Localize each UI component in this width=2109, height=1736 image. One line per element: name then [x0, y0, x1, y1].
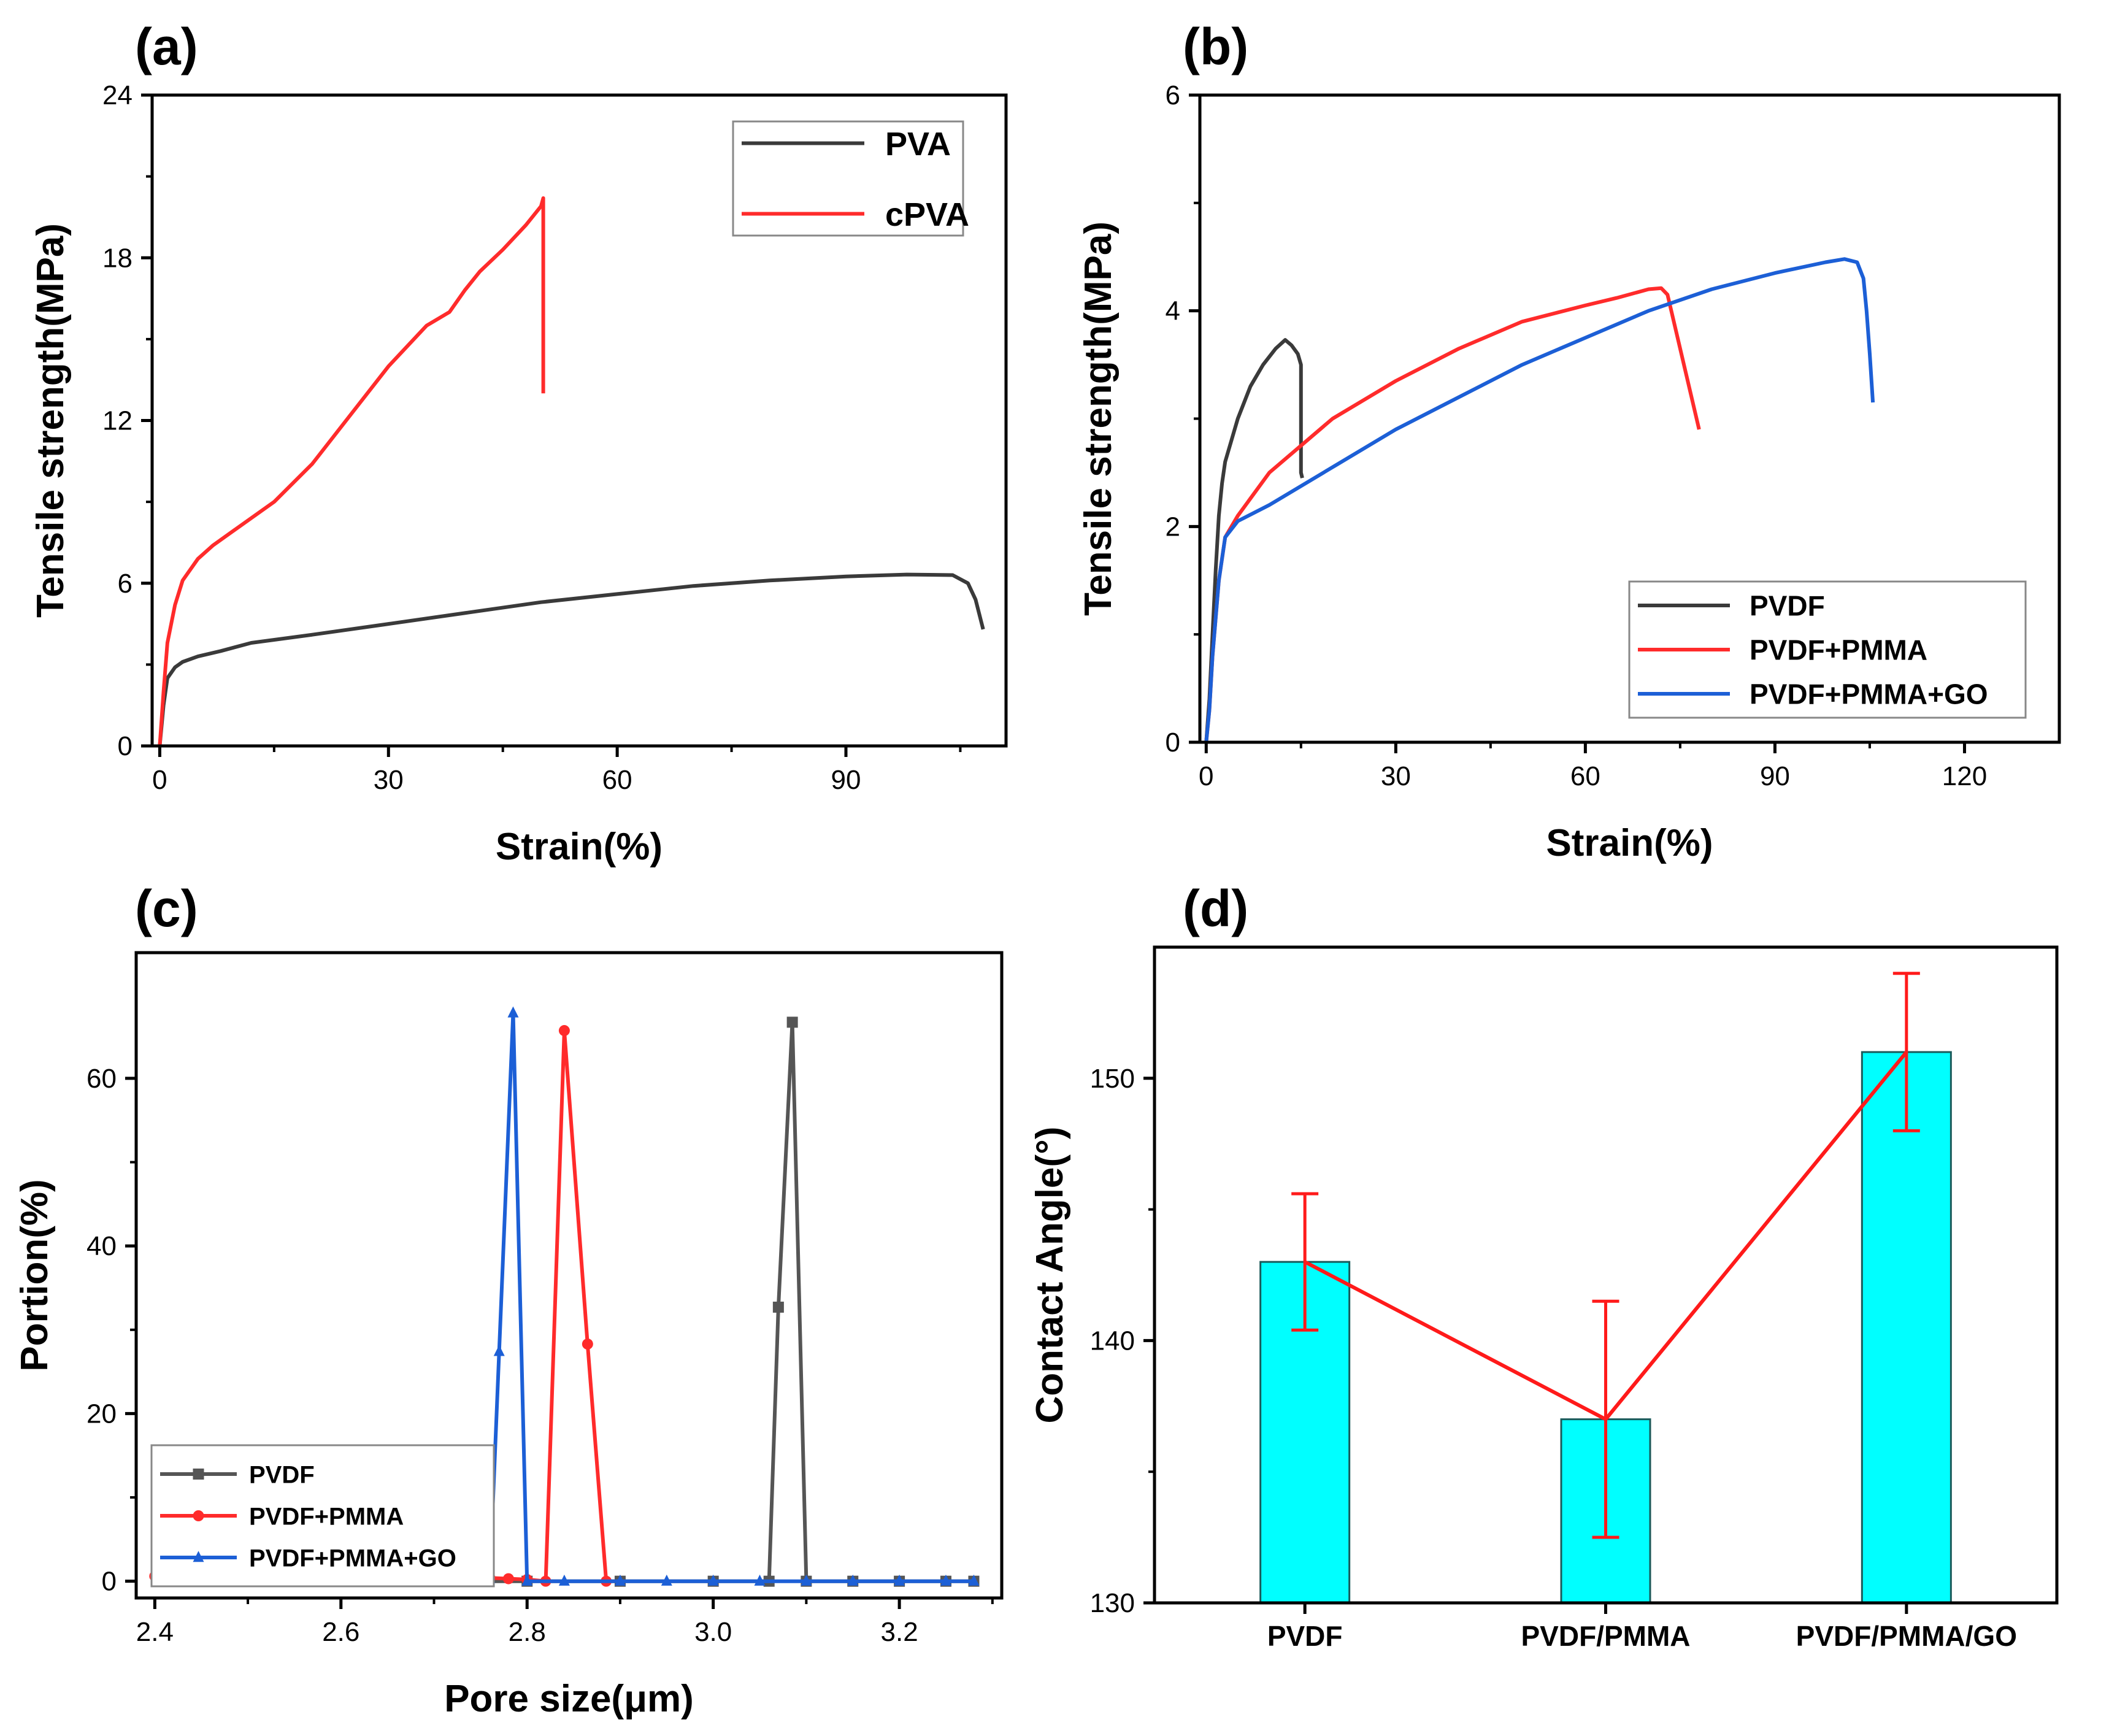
x-tick-label: 2.6 — [322, 1617, 359, 1647]
axes-frame — [134, 951, 1004, 1600]
x-tick-label: 3.0 — [694, 1617, 732, 1647]
y-axis-label: Portion(%) — [13, 1179, 56, 1371]
y-tick-label: 0 — [102, 1567, 117, 1597]
data-point — [614, 1574, 626, 1586]
legend-label: PVDF — [1750, 590, 1825, 622]
data-point — [493, 1345, 505, 1356]
x-tick-label: 0 — [1199, 761, 1213, 791]
data-point — [507, 1006, 519, 1018]
y-tick-label: 12 — [102, 406, 133, 436]
legend: PVA cPVA — [732, 120, 969, 237]
y-tick-label: 24 — [102, 80, 133, 110]
panel-label: (c) — [135, 880, 198, 937]
data-point — [786, 1016, 798, 1028]
legend-marker — [193, 1510, 204, 1521]
y-tick-label: 6 — [118, 569, 133, 599]
x-tick-label: 2.8 — [509, 1617, 546, 1647]
y-tick-label: 6 — [1166, 80, 1180, 110]
x-tick-label: PVDF/PMMA/GO — [1796, 1620, 2017, 1652]
y-axis-label: Contact Angle(°) — [1029, 1126, 1071, 1423]
legend-box — [732, 120, 964, 237]
legend-label: PVDF+PMMA — [1750, 634, 1927, 666]
legend: PVDF PVDF+PMMA PVDF+PMMA+GO — [1628, 580, 2027, 719]
y-tick-label: 0 — [1166, 728, 1180, 758]
panel-d: (d) 130 140 150 PVDF PVDF/PMMA PVDF/PMMA/GO Con… — [1029, 880, 2059, 1652]
y-axis-label: Tensile strength(MPa) — [1077, 221, 1120, 616]
x-tick-label: 90 — [831, 765, 861, 795]
y-tick-label: 20 — [86, 1399, 117, 1429]
panel-label: (b) — [1183, 18, 1248, 75]
x-tick-label: 0 — [152, 765, 167, 795]
legend: PVDF PVDF+PMMA PVDF+PMMA+GO — [150, 1444, 495, 1588]
data-point — [521, 1574, 533, 1586]
panel-b: (b) 0 30 60 90 120 0 2 4 6 Strain(%) Tensile streng… — [1077, 18, 2061, 864]
legend-marker — [193, 1469, 204, 1480]
data-point — [661, 1574, 672, 1586]
series-line-cpva — [158, 196, 545, 747]
y-tick-label: 60 — [86, 1064, 117, 1094]
series-line-pvdf — [1204, 338, 1304, 743]
x-tick-label: 2.4 — [136, 1617, 174, 1647]
data-point — [558, 1574, 570, 1586]
data-point — [847, 1574, 859, 1586]
panel-c: (c) 2.4 2.6 2.8 3.0 3.2 0 20 40 60 Pore size(μm) Po… — [13, 880, 1004, 1720]
series-line-pva — [158, 572, 985, 747]
x-tick-label: 120 — [1942, 761, 1987, 791]
y-tick-label: 4 — [1166, 296, 1180, 326]
data-point — [968, 1574, 980, 1586]
data-point — [940, 1574, 951, 1586]
data-point — [582, 1338, 593, 1350]
panel-label: (a) — [135, 18, 198, 75]
y-tick-label: 18 — [102, 243, 133, 273]
x-tick-label: 30 — [374, 765, 404, 795]
x-axis-label: Strain(%) — [1546, 822, 1713, 864]
legend-label: PVDF+PMMA — [249, 1503, 404, 1530]
panel-a: (a) 0 30 60 90 0 6 12 18 24 Strain(%) Tensile stren… — [29, 18, 1008, 868]
y-tick-label: 130 — [1090, 1588, 1135, 1618]
data-point — [801, 1574, 812, 1586]
x-axis-label: Pore size(μm) — [444, 1678, 694, 1720]
x-axis-label: Strain(%) — [496, 826, 663, 868]
x-tick-label: 60 — [602, 765, 632, 795]
y-tick-label: 150 — [1090, 1064, 1135, 1094]
series-line-pvdf-pmma-go — [1204, 257, 1875, 743]
x-tick-label: 30 — [1381, 761, 1411, 791]
data-point — [894, 1574, 905, 1586]
legend-label: PVDF+PMMA+GO — [249, 1545, 456, 1572]
x-tick-label: 3.2 — [881, 1617, 918, 1647]
data-point — [502, 1573, 514, 1584]
panel-label: (d) — [1183, 880, 1248, 937]
y-axis-label: Tensile strength(MPa) — [29, 223, 72, 618]
y-tick-label: 140 — [1090, 1326, 1135, 1356]
y-tick-label: 0 — [118, 731, 133, 761]
x-tick-label: PVDF — [1267, 1620, 1343, 1652]
legend-label: cPVA — [885, 196, 969, 233]
y-tick-label: 2 — [1166, 512, 1180, 542]
legend-label: PVA — [885, 126, 951, 163]
data-point — [707, 1574, 719, 1586]
legend-label: PVDF+PMMA+GO — [1750, 678, 1988, 710]
x-tick-label: 60 — [1570, 761, 1600, 791]
y-tick-label: 40 — [86, 1231, 117, 1261]
bar-pvdf-pmma-go — [1861, 1051, 1952, 1604]
legend-label: PVDF — [249, 1461, 315, 1488]
x-tick-label: PVDF/PMMA — [1521, 1620, 1691, 1652]
data-point — [754, 1574, 766, 1586]
x-tick-label: 90 — [1760, 761, 1790, 791]
legend-marker — [193, 1551, 204, 1562]
data-point — [558, 1025, 570, 1037]
data-point — [772, 1301, 784, 1313]
